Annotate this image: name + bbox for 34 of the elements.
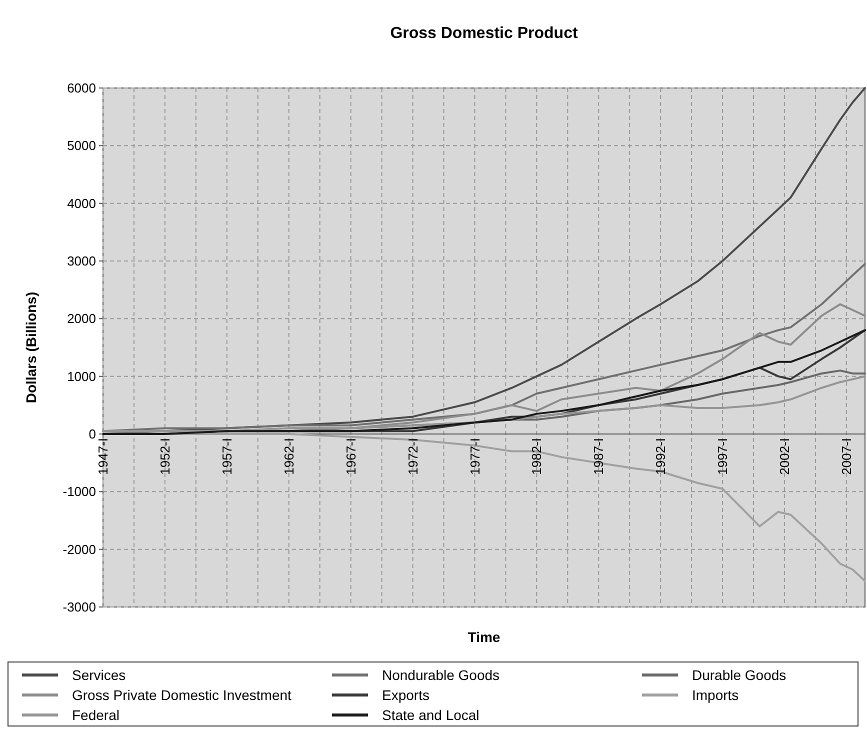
legend-label: Exports [382,686,430,703]
y-tick-label: 6000 [67,80,96,96]
legend-label: Nondurable Goods [382,666,500,683]
legend-label: Imports [692,686,739,703]
x-tick-label: 1987-I [591,438,606,475]
y-axis-title: Dollars (Billions) [23,292,39,404]
y-tick-label: 3000 [67,254,96,269]
x-tick-label: 1972-I [405,438,420,475]
legend-label: State and Local [382,706,480,723]
y-tick-label: 4000 [67,196,96,211]
x-tick-label: 1977-I [467,438,482,475]
x-axis-title: Time [468,629,500,645]
y-tick-label: 5000 [67,138,96,154]
x-tick-label: 2007-I [838,438,854,475]
x-tick-label: 1982-I [529,438,544,475]
legend-label: Services [72,666,126,683]
legend-label: Durable Goods [692,666,786,683]
y-tick-label: -3000 [62,600,96,615]
x-tick-label: 1992-I [653,438,668,475]
x-tick-label: 1962-I [281,438,296,475]
y-tick-label: -1000 [62,484,96,500]
y-tick-label: 0 [88,426,96,442]
legend-label: Federal [72,706,120,723]
x-tick-label: 1967-I [343,438,358,475]
x-tick-label: 1957-I [219,438,234,475]
y-tick-label: 1000 [67,368,96,384]
x-tick-label: 1947-I [96,438,111,475]
y-tick-label: -2000 [62,542,96,557]
x-tick-label: 1952-I [158,438,172,475]
y-tick-label: 2000 [67,311,96,326]
legend-label: Gross Private Domestic Investment [72,686,292,703]
x-tick-label: 2002-I [777,438,792,475]
x-tick-label: 1997-I [715,438,730,475]
chart-title: Gross Domestic Product [390,25,578,42]
